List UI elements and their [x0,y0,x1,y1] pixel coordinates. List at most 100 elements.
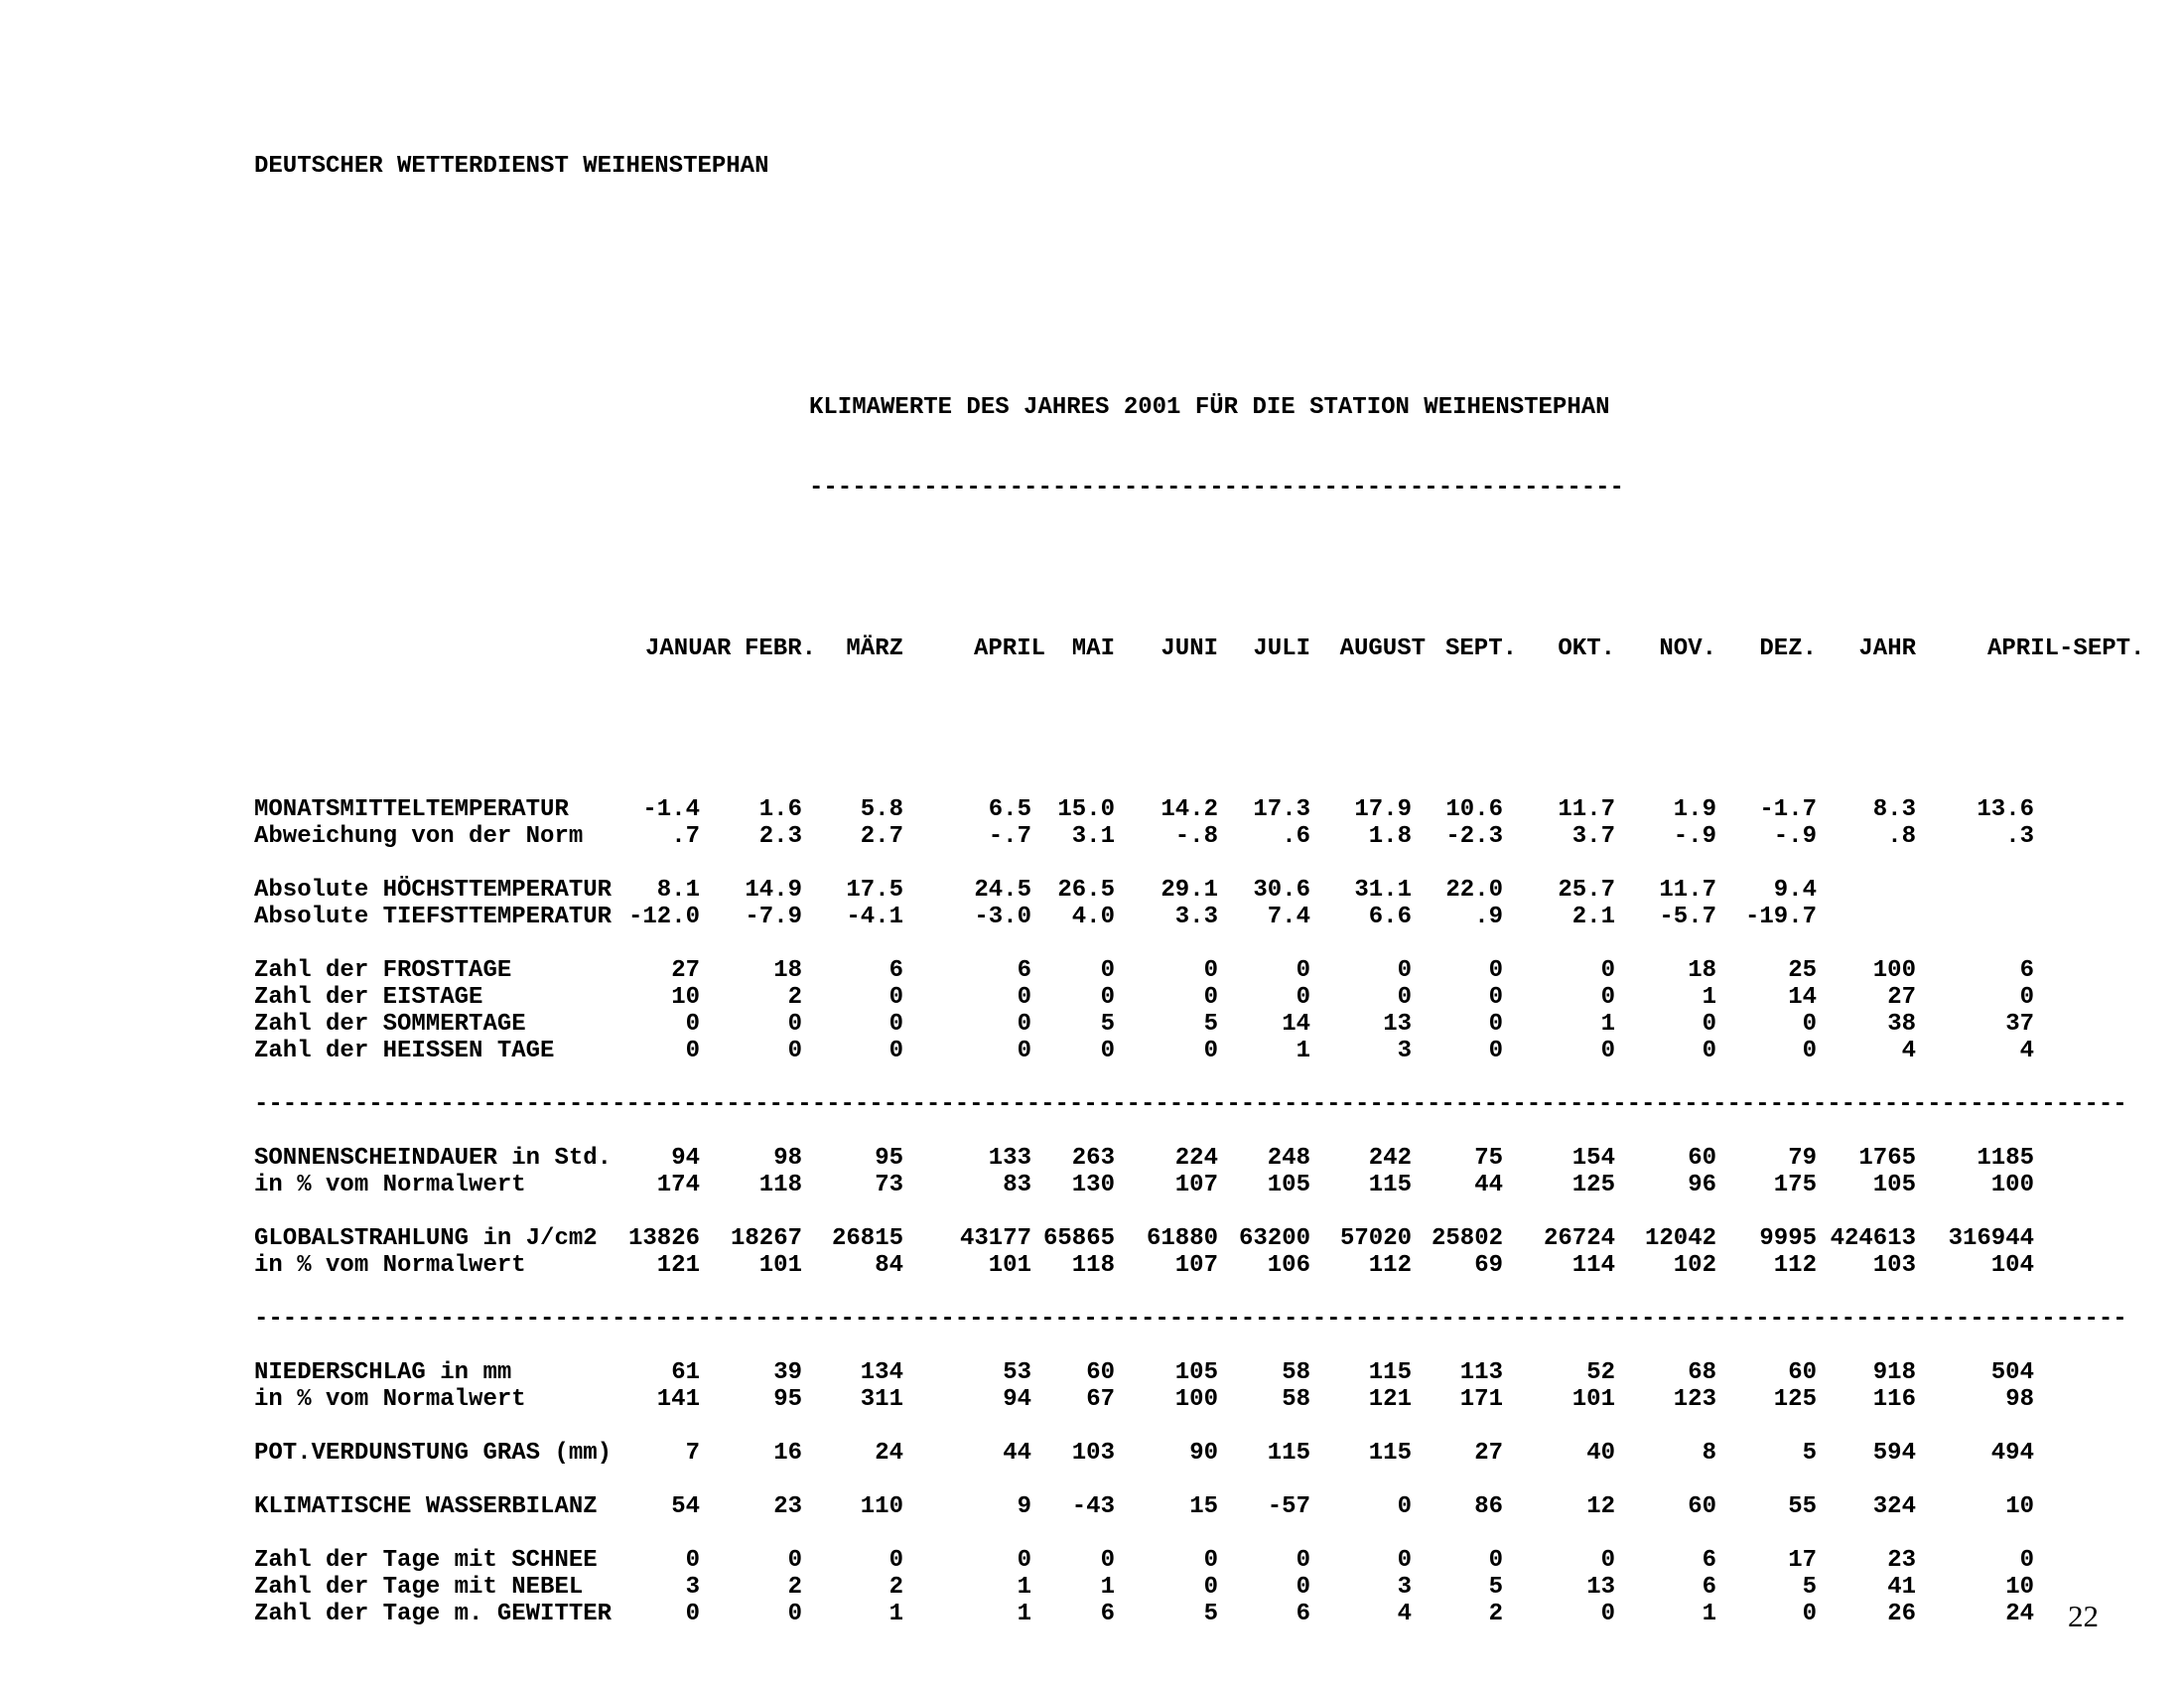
table-cell: 114 [1571,1252,1615,1279]
table-cell: 0 [2019,984,2034,1011]
table-cell: 0 [1203,1547,1218,1574]
table-cell: -1.4 [642,796,700,823]
table-cell: 5 [1802,1440,1817,1467]
table-cell: 0 [685,1601,700,1627]
table-cell: 0 [787,1011,802,1038]
table-cell: 5 [1203,1011,1218,1038]
table-cell: 4 [2019,1038,2034,1064]
row-label: in % vom Normalwert [254,1386,526,1413]
table-cell: 25802 [1431,1225,1503,1252]
table-cell: 2.1 [1571,904,1615,930]
blank-line [254,314,2140,341]
table-cell: 263 [1071,1145,1115,1172]
table-cell: 0 [1702,1011,1716,1038]
table-cell: 0 [1017,1038,1031,1064]
table-cell: 0 [1802,1038,1817,1064]
column-header: JANUAR [645,635,732,662]
column-header: JAHR [1858,635,1916,662]
table-cell: 115 [1368,1172,1412,1198]
table-cell: 6 [1100,1601,1115,1627]
table-cell: .6 [1282,823,1310,850]
table-cell: 1 [1100,1574,1115,1601]
table-cell: 103 [1872,1252,1916,1279]
table-cell: 0 [1488,1547,1503,1574]
table-cell: 113 [1459,1359,1503,1386]
table-row: Zahl der Tage m. GEWITTER 0 0 1 1 6 5 6 4 2 0 1 0 26 2… [254,1601,2140,1627]
table-cell [1916,904,2034,930]
table-cell: 3 [1397,1574,1412,1601]
table-cell: 133 [988,1145,1031,1172]
table-cell: 5 [1203,1601,1218,1627]
table-row: POT.VERDUNSTUNG GRAS (mm) 7 16 24 44 103 90 115… [254,1440,2140,1467]
table-cell: 0 [787,1547,802,1574]
table-cell: 0 [787,1038,802,1064]
table-cell: 0 [888,1547,903,1574]
table-cell: -.9 [1773,823,1817,850]
table-cell: 1 [1296,1038,1310,1064]
table-row: SONNENSCHEINDAUER in Std. 94 98 95 133 263 224… [254,1145,2140,1172]
table-cell: 2.3 [758,823,802,850]
table-row: NIEDERSCHLAG in mm 61 39 134 53 60 105 58 115 113… [254,1359,2140,1386]
column-header: AUGUST [1339,635,1426,662]
table-cell: 0 [1488,1011,1503,1038]
table-cell: -2.3 [1445,823,1503,850]
table-row: Zahl der EISTAGE 10 2 0 0 0 0 0 0 0 0 1 14 27 0 [254,984,2140,1011]
table-cell: 12042 [1644,1225,1716,1252]
row-label: Zahl der Tage mit SCHNEE [254,1547,598,1574]
table-cell: 0 [1203,957,1218,984]
table-cell: 0 [888,984,903,1011]
blank-line [254,233,2140,260]
table-cell: 15 [1189,1493,1218,1520]
letterhead: DEUTSCHER WETTERDIENST WEIHENSTEPHAN [254,153,769,180]
table-cell: 3.3 [1174,904,1218,930]
table-row: Abweichung von der Norm .7 2.3 2.7 -.7 3.1 -.8… [254,823,2140,850]
table-row: MONATSMITTELTEMPERATUR -1.4 1.6 5.8 6.5 15.0 1… [254,796,2140,823]
table-cell: 8.1 [656,877,700,904]
table-cell: 0 [1600,1601,1615,1627]
table-cell: 30.6 [1253,877,1310,904]
table-cell: 6 [1017,957,1031,984]
table-cell: -.9 [1673,823,1716,850]
table-row: Zahl der HEISSEN TAGE 0 0 0 0 0 0 1 3 0 0 0 0 4 4 [254,1038,2140,1064]
table-cell: 118 [1071,1252,1115,1279]
table-cell: 17.3 [1253,796,1310,823]
table-cell: 65865 [1042,1225,1115,1252]
column-header: MÄRZ [846,635,903,662]
report-title: KLIMAWERTE DES JAHRES 2001 FÜR DIE STATI… [809,394,1610,421]
table-cell: 0 [685,1547,700,1574]
row-label: Zahl der Tage m. GEWITTER [254,1601,613,1627]
table-cell: 101 [758,1252,802,1279]
table-cell: 57020 [1339,1225,1412,1252]
section-separator: ----------------------------------------… [254,1306,2127,1333]
table-cell: 24.5 [974,877,1031,904]
table-cell: 27 [1887,984,1916,1011]
table-cell: 248 [1267,1145,1310,1172]
table-cell: 324 [1872,1493,1916,1520]
table-cell: 0 [1702,1038,1716,1064]
table-cell: 84 [875,1252,903,1279]
column-header: APRIL [973,635,1045,662]
table-cell: 16 [773,1440,802,1467]
table-cell: 105 [1872,1172,1916,1198]
table-cell: 10 [2005,1574,2034,1601]
table-cell: -1.7 [1759,796,1817,823]
table-cell: 0 [1600,984,1615,1011]
table-cell: .8 [1887,823,1916,850]
column-header: MAI [1071,635,1115,662]
table-cell: 1 [1702,984,1716,1011]
table-cell: 0 [787,1601,802,1627]
header-spacer [254,635,616,662]
table-cell: 43177 [959,1225,1031,1252]
table-cell: 0 [1296,1574,1310,1601]
table-cell: 8.3 [1872,796,1916,823]
table-cell: 1.9 [1673,796,1716,823]
table-cell: 5 [1488,1574,1503,1601]
table-cell: 106 [1267,1252,1310,1279]
table-cell: 6 [888,957,903,984]
table-cell: 58 [1282,1386,1310,1413]
table-cell: 1.8 [1368,823,1412,850]
row-label: Absolute HÖCHSTTEMPERATUR [254,877,613,904]
table-cell: 115 [1368,1359,1412,1386]
table-cell: -5.7 [1659,904,1716,930]
table-cell: 9 [1017,1493,1031,1520]
